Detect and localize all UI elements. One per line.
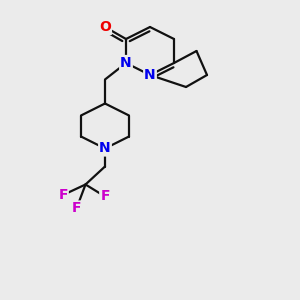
Text: F: F [100,190,110,203]
Text: N: N [99,142,111,155]
Text: F: F [58,188,68,202]
Text: N: N [144,68,156,82]
Text: O: O [99,20,111,34]
Text: N: N [120,56,132,70]
Text: F: F [72,202,81,215]
